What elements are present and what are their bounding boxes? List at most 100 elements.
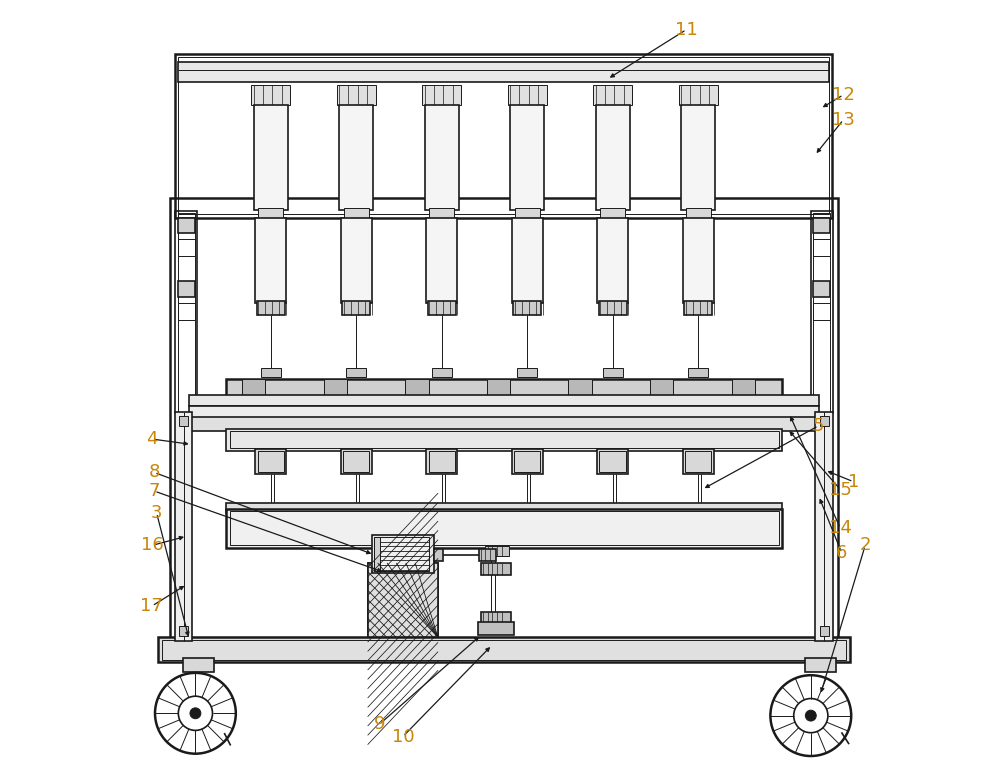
Circle shape (805, 710, 816, 721)
Bar (432, 503, 453, 509)
Bar (178, 281, 195, 297)
Bar (255, 449, 286, 474)
Bar (811, 211, 833, 413)
Bar (374, 537, 380, 571)
Bar (372, 535, 434, 573)
Bar (603, 503, 624, 509)
Bar (597, 449, 628, 474)
Bar (178, 218, 195, 233)
Bar (183, 658, 214, 672)
Text: 10: 10 (392, 727, 414, 746)
Bar (230, 511, 779, 545)
Bar (426, 449, 457, 474)
Bar (434, 549, 443, 561)
Circle shape (190, 708, 201, 719)
Text: 7: 7 (148, 482, 160, 500)
Text: 17: 17 (140, 597, 163, 615)
Bar (261, 368, 281, 377)
Bar (422, 85, 461, 105)
Bar (341, 218, 372, 303)
Bar (179, 416, 188, 426)
Text: 13: 13 (832, 110, 855, 129)
Bar (251, 85, 290, 105)
Bar (339, 105, 373, 210)
Bar (683, 449, 714, 474)
Bar (815, 412, 833, 641)
Bar (813, 213, 830, 412)
Bar (512, 218, 543, 303)
Bar (432, 368, 452, 377)
Bar (425, 105, 459, 210)
Bar (596, 105, 630, 210)
Bar (368, 563, 438, 637)
Bar (374, 537, 429, 571)
Text: 2: 2 (859, 536, 871, 555)
Bar (600, 208, 625, 219)
Bar (426, 218, 457, 303)
Bar (162, 640, 846, 660)
Bar (513, 301, 541, 315)
Bar (344, 208, 369, 219)
Text: 14: 14 (829, 519, 852, 538)
Bar (179, 626, 188, 636)
Bar (226, 429, 782, 451)
Text: 3: 3 (151, 503, 162, 522)
Text: 8: 8 (149, 463, 160, 482)
Bar (568, 379, 592, 396)
Bar (684, 301, 712, 315)
Bar (481, 612, 511, 625)
Bar (337, 85, 376, 105)
Bar (346, 368, 366, 377)
Bar (170, 198, 838, 641)
Bar (518, 503, 538, 509)
Bar (175, 211, 197, 413)
Text: 16: 16 (141, 536, 163, 555)
Bar (254, 105, 288, 210)
Bar (593, 85, 632, 105)
Bar (689, 503, 709, 509)
Bar (478, 622, 514, 635)
Bar (189, 417, 819, 431)
Bar (599, 301, 627, 315)
Bar (512, 449, 543, 474)
Bar (805, 658, 836, 672)
Bar (813, 239, 830, 256)
Bar (679, 85, 718, 105)
Bar (178, 239, 195, 256)
Bar (178, 57, 829, 214)
Bar (599, 451, 626, 472)
Bar (820, 416, 829, 426)
Bar (368, 563, 438, 637)
Bar (257, 301, 285, 315)
Bar (813, 218, 830, 233)
Bar (158, 637, 850, 662)
Bar (510, 105, 544, 210)
Bar (242, 379, 265, 396)
Bar (485, 546, 509, 556)
Bar (597, 218, 628, 303)
Bar (175, 412, 192, 641)
Bar (343, 451, 369, 472)
Bar (347, 503, 367, 509)
Bar (405, 379, 429, 396)
Bar (178, 62, 829, 82)
Bar (261, 503, 282, 509)
Bar (255, 218, 286, 303)
Bar (820, 626, 829, 636)
Bar (429, 208, 454, 219)
Bar (258, 208, 283, 219)
Text: 6: 6 (836, 544, 848, 563)
Bar (686, 208, 711, 219)
Text: 4: 4 (146, 430, 158, 448)
Text: 15: 15 (829, 480, 852, 499)
Bar (683, 218, 714, 303)
Text: 9: 9 (374, 715, 385, 733)
Bar (324, 379, 347, 396)
Text: 5: 5 (813, 416, 824, 435)
Bar (813, 281, 830, 297)
Text: 12: 12 (832, 85, 855, 104)
Bar (685, 451, 711, 472)
Bar (428, 301, 456, 315)
Bar (341, 449, 372, 474)
Text: 1: 1 (848, 472, 859, 491)
